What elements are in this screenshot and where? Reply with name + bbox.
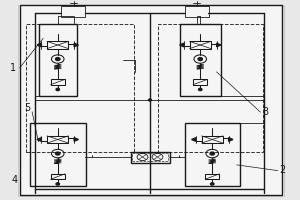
Text: 3: 3	[262, 107, 268, 117]
Bar	[51, 174, 65, 179]
Bar	[193, 79, 207, 85]
Polygon shape	[180, 43, 184, 47]
Circle shape	[198, 58, 202, 61]
Polygon shape	[37, 138, 41, 141]
Circle shape	[56, 88, 59, 91]
Text: 4: 4	[11, 175, 17, 185]
Bar	[184, 6, 208, 17]
Bar	[190, 41, 211, 49]
Polygon shape	[229, 138, 233, 141]
Bar	[39, 24, 76, 96]
Bar	[30, 123, 86, 186]
Bar	[20, 5, 282, 195]
Bar	[202, 136, 223, 143]
Polygon shape	[217, 43, 221, 47]
Bar	[51, 79, 65, 85]
Text: 2: 2	[280, 165, 286, 175]
Bar	[61, 6, 85, 17]
Bar	[26, 24, 134, 152]
Bar	[130, 152, 170, 162]
Bar	[132, 153, 168, 161]
Circle shape	[199, 88, 202, 91]
Circle shape	[56, 152, 60, 155]
Text: 1: 1	[10, 63, 16, 73]
Text: 5: 5	[25, 103, 31, 113]
Polygon shape	[192, 138, 196, 141]
Circle shape	[56, 183, 59, 185]
Polygon shape	[74, 43, 78, 47]
Bar	[180, 24, 220, 96]
Bar	[47, 41, 68, 49]
Circle shape	[148, 99, 152, 101]
Circle shape	[56, 58, 60, 61]
Bar	[205, 174, 219, 179]
Polygon shape	[74, 138, 78, 141]
Bar	[184, 123, 240, 186]
Bar	[158, 24, 262, 152]
Bar	[47, 136, 68, 143]
Circle shape	[211, 183, 214, 185]
Circle shape	[210, 152, 214, 155]
Polygon shape	[37, 43, 41, 47]
Bar	[18, 5, 284, 196]
